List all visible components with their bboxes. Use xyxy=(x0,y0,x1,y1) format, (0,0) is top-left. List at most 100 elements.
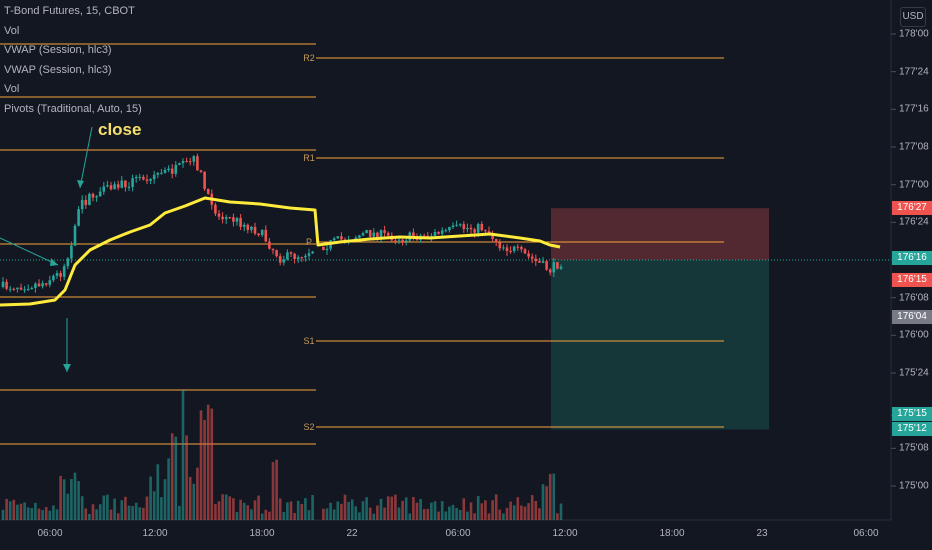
candle-body xyxy=(257,233,260,236)
candle-body xyxy=(480,224,484,231)
volume-bar xyxy=(368,507,372,520)
candle-body xyxy=(365,230,368,234)
y-tick-label: 175'08 xyxy=(899,442,929,454)
candle-body xyxy=(145,179,149,181)
x-tick-label: 12:00 xyxy=(142,528,168,539)
candle-body xyxy=(120,180,124,188)
candle-body xyxy=(260,229,264,236)
volume-bar xyxy=(246,505,250,520)
candle-body xyxy=(379,230,383,240)
candle-body xyxy=(440,230,444,234)
candle-body xyxy=(34,283,37,288)
volume-bar xyxy=(174,436,178,520)
candle-body xyxy=(80,199,84,210)
candle-body xyxy=(538,261,541,263)
candle-body xyxy=(250,226,253,230)
candle-body xyxy=(16,287,19,290)
candle-body xyxy=(455,224,458,226)
candle-body xyxy=(228,217,232,219)
vwap-line xyxy=(0,196,561,307)
candle-body xyxy=(106,185,109,187)
y-tick-label: 177'08 xyxy=(899,141,929,153)
volume-bar xyxy=(138,507,142,520)
candle-body xyxy=(509,250,512,252)
volume-bar xyxy=(178,505,181,520)
volume-bar xyxy=(520,505,523,520)
candle-body xyxy=(372,232,376,237)
candle-body xyxy=(512,246,516,251)
candle-body xyxy=(401,239,404,242)
candle-body xyxy=(152,174,156,180)
legend-indicator-vol[interactable]: Vol xyxy=(4,24,20,37)
volume-bar xyxy=(556,513,559,520)
candle-body xyxy=(264,229,268,242)
candle-body xyxy=(451,225,455,228)
candle-body xyxy=(502,247,505,249)
volume-bar xyxy=(325,508,329,520)
candle-body xyxy=(300,257,304,259)
legend-symbol[interactable]: T-Bond Futures, 15, CBOT xyxy=(4,5,135,17)
volume-bar xyxy=(332,509,336,520)
candle-body xyxy=(174,164,178,174)
candle-body xyxy=(55,273,59,276)
legend-indicator-vwap[interactable]: VWAP (Session, hlc3) xyxy=(4,44,112,57)
volume-bar xyxy=(124,496,127,520)
volume-bar xyxy=(224,494,228,520)
candle-body xyxy=(487,231,491,234)
candle-body xyxy=(361,233,365,236)
volume-bar xyxy=(163,479,167,520)
candle-body xyxy=(23,289,26,291)
volume-bar xyxy=(23,502,26,520)
candle-body xyxy=(386,232,390,236)
candle-body xyxy=(98,191,102,197)
candle-body xyxy=(181,161,185,164)
volume-bar xyxy=(448,506,451,520)
volume-bar xyxy=(347,501,350,520)
volume-bar xyxy=(116,513,120,520)
candle-body xyxy=(559,266,563,269)
candle-body xyxy=(163,169,167,173)
candle-body xyxy=(62,266,66,277)
price-badge: 176'16 xyxy=(892,251,932,265)
annotation-arrowhead-close xyxy=(77,180,84,188)
volume-bar xyxy=(203,419,206,520)
candle-body xyxy=(505,247,509,251)
candle-body xyxy=(203,171,206,189)
candle-body xyxy=(530,256,534,259)
volume-bar xyxy=(365,497,368,520)
currency-button[interactable]: USD xyxy=(900,7,926,27)
pivot-label-s1: S1 xyxy=(303,336,315,346)
candle-body xyxy=(73,225,77,246)
volume-bar xyxy=(505,507,509,520)
volume-bar xyxy=(426,508,430,520)
volume-bar xyxy=(354,506,358,520)
volume-bar xyxy=(52,505,55,520)
volume-bar xyxy=(214,504,217,520)
volume-bar xyxy=(527,503,530,520)
candle-body xyxy=(178,163,181,165)
pivot-label-p: P xyxy=(305,237,313,247)
volume-bar xyxy=(5,498,8,520)
candle-body xyxy=(469,227,473,230)
candle-body xyxy=(520,246,523,250)
pivot-label-s2: S2 xyxy=(303,422,315,432)
volume-bar xyxy=(282,511,286,520)
volume-bar xyxy=(480,503,484,520)
candle-body xyxy=(541,261,545,263)
legend-indicator-vwap-2[interactable]: VWAP (Session, hlc3) xyxy=(4,63,112,76)
volume-bar xyxy=(487,513,491,520)
legend-indicator-pivots[interactable]: Pivots (Traditional, Auto, 15) xyxy=(4,102,142,115)
volume-bar xyxy=(271,462,275,520)
candle-body xyxy=(458,224,462,226)
volume-bar xyxy=(548,473,552,520)
volume-bar xyxy=(455,507,458,520)
candle-body xyxy=(160,172,163,174)
candle-body xyxy=(52,275,55,281)
price-badge: 176'04 xyxy=(892,310,932,324)
volume-bar xyxy=(217,501,221,520)
y-tick-label: 176'08 xyxy=(899,292,929,304)
volume-bar xyxy=(73,472,77,520)
volume-bar xyxy=(199,410,203,520)
legend-indicator-vol-2[interactable]: Vol xyxy=(4,83,20,96)
